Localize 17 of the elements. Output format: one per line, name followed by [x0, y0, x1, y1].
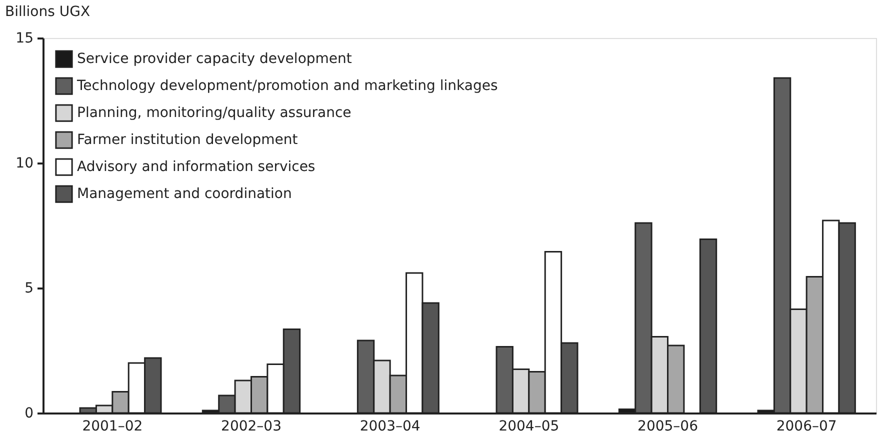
y-tick-label: 0 [24, 406, 34, 422]
legend-label: Farmer institution development [77, 132, 298, 148]
legend-label: Planning, monitoring/quality assurance [77, 105, 352, 121]
y-tick-label: 5 [24, 280, 34, 296]
x-tick-label: 2003–04 [360, 418, 420, 434]
x-tick-label: 2001–02 [82, 418, 143, 434]
legend-label: Management and coordination [77, 186, 292, 202]
legend-label: Service provider capacity development [77, 51, 352, 67]
y-axis-title: Billions UGX [5, 4, 90, 20]
x-tick-label: 2006–07 [776, 418, 837, 434]
y-tick-label: 10 [16, 156, 34, 172]
x-tick-label: 2004–05 [498, 418, 560, 434]
legend-label: Technology development/promotion and marketing linkages [76, 78, 498, 94]
x-tick-label: 2005–06 [638, 418, 698, 434]
legend-label: Advisory and information services [77, 159, 316, 175]
y-tick-label: 15 [16, 30, 34, 46]
x-tick-label: 2002–03 [221, 418, 282, 434]
